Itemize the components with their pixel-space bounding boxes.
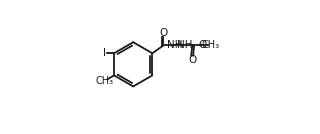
- Text: NH: NH: [177, 40, 192, 50]
- Text: CH₃: CH₃: [202, 40, 220, 50]
- Text: I: I: [103, 48, 106, 58]
- Text: NH: NH: [167, 40, 183, 50]
- Text: O: O: [159, 28, 167, 38]
- Text: O: O: [188, 55, 196, 65]
- Text: CH₃: CH₃: [95, 76, 114, 86]
- Text: O: O: [199, 40, 207, 50]
